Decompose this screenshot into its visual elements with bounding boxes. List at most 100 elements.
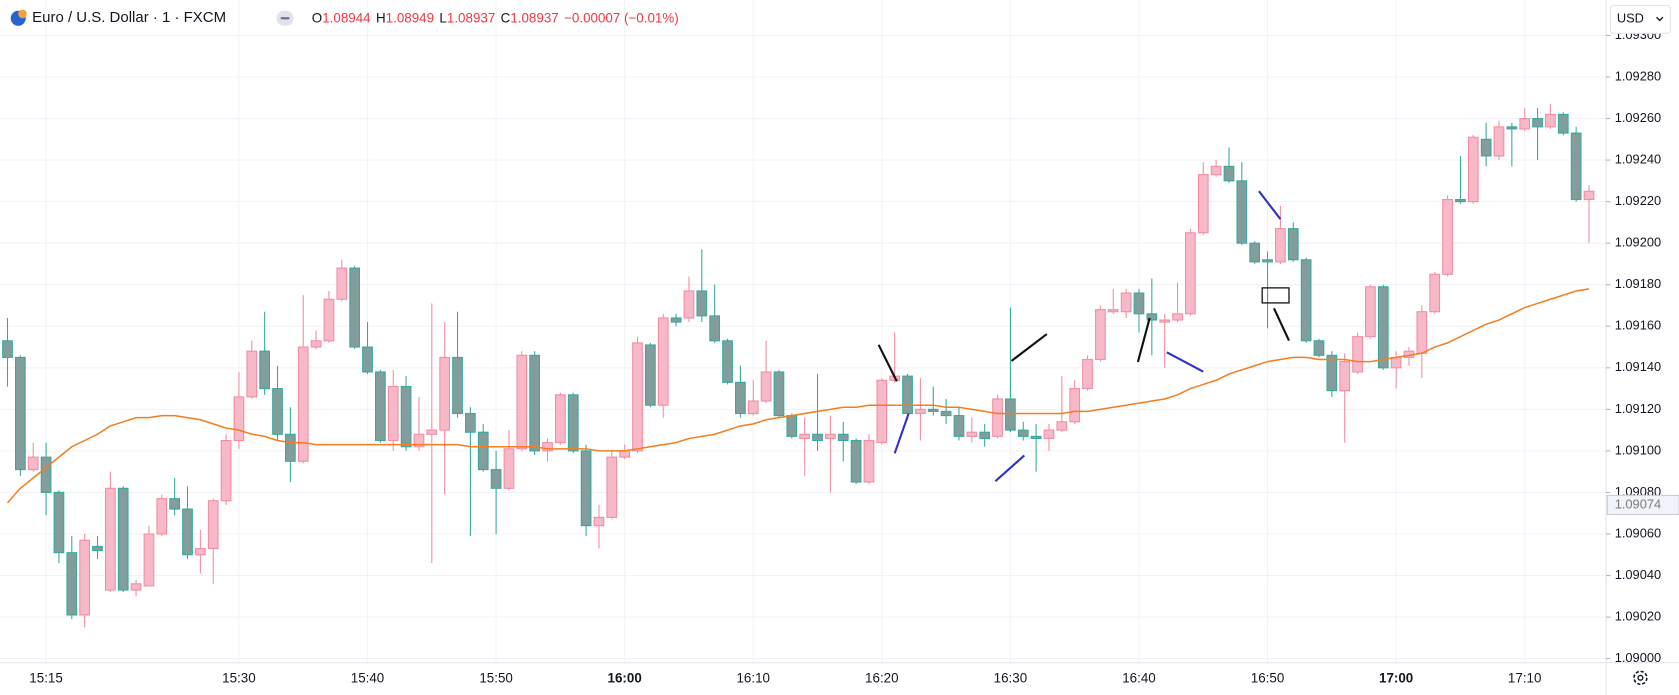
candle-body (182, 508, 193, 556)
x-tick-label: 17:00 (1379, 670, 1413, 685)
candle-body (27, 456, 39, 471)
candle-body (1056, 421, 1068, 431)
candle-body (92, 545, 103, 552)
candle-body (1017, 429, 1029, 437)
candle-body (1352, 336, 1363, 373)
candle-body (156, 498, 168, 535)
settings-button[interactable] (1633, 670, 1648, 686)
candle-body (1519, 118, 1531, 130)
candle-body (593, 516, 605, 527)
candle-body (953, 415, 965, 437)
candle-body (426, 429, 438, 435)
candle-body (1416, 311, 1428, 354)
candle-body (323, 298, 335, 342)
y-tick-label: 1.09240 (1615, 151, 1661, 166)
candle-body (567, 394, 579, 452)
price-change: −0.00007 (−0.01%) (564, 10, 679, 25)
trend-line[interactable] (1273, 307, 1290, 341)
x-tick-label: 15:40 (351, 670, 385, 685)
y-tick-label: 1.09020 (1615, 608, 1661, 623)
candle-body (1159, 319, 1171, 323)
candle-body (1210, 165, 1222, 176)
candle-body (812, 433, 823, 442)
y-tick-label: 1.09140 (1615, 359, 1661, 374)
candle-body (220, 439, 232, 502)
trend-line[interactable] (1258, 190, 1282, 220)
x-tick-label: 17:10 (1508, 670, 1542, 685)
candle-body (465, 412, 476, 433)
candle-body (902, 375, 913, 415)
x-tick-label: 16:20 (865, 670, 899, 685)
candle-body (1043, 429, 1055, 439)
candle-body (130, 583, 142, 591)
candle-body (1133, 292, 1145, 315)
candle-body (542, 442, 553, 452)
candle-body (1365, 286, 1376, 338)
y-tick-label: 1.09060 (1615, 525, 1661, 540)
trend-line[interactable] (1010, 333, 1048, 362)
ohlc-value: 1.08937 (447, 10, 495, 25)
symbol-icon (18, 9, 27, 19)
symbol-title[interactable]: Euro / U.S. Dollar · 1 · FXCM (32, 9, 226, 26)
candle-body (1120, 292, 1132, 313)
candle-body (1262, 259, 1273, 263)
rectangle-drawing[interactable] (1261, 287, 1290, 304)
price-label: 1.09074 (1615, 496, 1661, 511)
currency-select[interactable] (1609, 4, 1671, 34)
trend-line[interactable] (893, 413, 910, 454)
candle-body (1532, 118, 1543, 128)
candle-body (1287, 228, 1299, 261)
moving-average-line (6, 288, 1590, 504)
candle-body (310, 340, 322, 348)
candle-body (400, 385, 412, 448)
candle-body (1095, 309, 1106, 361)
ohlc-label: H (376, 10, 386, 25)
candle-body (747, 400, 759, 415)
candle-body (915, 408, 926, 415)
candle-body (1390, 356, 1402, 369)
candle-body (117, 487, 129, 591)
candle-body (40, 456, 52, 493)
candle-body (1339, 361, 1351, 392)
y-tick-label: 1.09220 (1615, 193, 1661, 208)
candle-body (1146, 313, 1158, 321)
trend-line[interactable] (1136, 317, 1151, 363)
y-tick-label: 1.09260 (1615, 110, 1661, 125)
candle-body (1300, 259, 1312, 342)
candle-body (297, 346, 309, 462)
candle-body (1570, 132, 1582, 201)
ohlc-label: C (501, 10, 511, 25)
drawings (877, 190, 1290, 483)
candle-body (773, 371, 785, 417)
candle-body (1377, 286, 1389, 369)
candle-body (169, 498, 181, 510)
x-tick-label: 15:30 (222, 670, 256, 685)
candle-body (66, 552, 78, 616)
candle-body (876, 379, 888, 444)
candle-body (1493, 126, 1505, 157)
ohlc-values: O1.08944 H1.08949 L1.08937 C1.08937 −0.00007… (312, 10, 679, 25)
candle-body (207, 500, 219, 550)
candle-body (799, 433, 811, 439)
settings-icon (1637, 674, 1644, 681)
x-tick-label: 16:10 (736, 670, 770, 685)
candle-body (645, 344, 656, 406)
trend-line[interactable] (877, 344, 898, 382)
legend: Euro / U.S. Dollar · 1 · FXCM O1.08944 H1… (10, 9, 679, 26)
trend-line[interactable] (994, 454, 1026, 483)
candle-body (1223, 165, 1235, 182)
candle-body (555, 394, 566, 444)
candle-body (683, 290, 695, 319)
ohlc-label: L (439, 10, 447, 25)
candle-body (413, 433, 425, 448)
candle-body (1107, 309, 1119, 313)
candle-body (1197, 174, 1209, 234)
candle-body (1506, 126, 1518, 130)
candle-body (259, 350, 271, 390)
y-tick-label: 1.09180 (1615, 276, 1661, 291)
trend-line[interactable] (1166, 351, 1204, 373)
settings-icon (1633, 670, 1648, 686)
candle-body (452, 356, 463, 415)
candle-body (195, 547, 206, 556)
candle-body (979, 431, 991, 439)
